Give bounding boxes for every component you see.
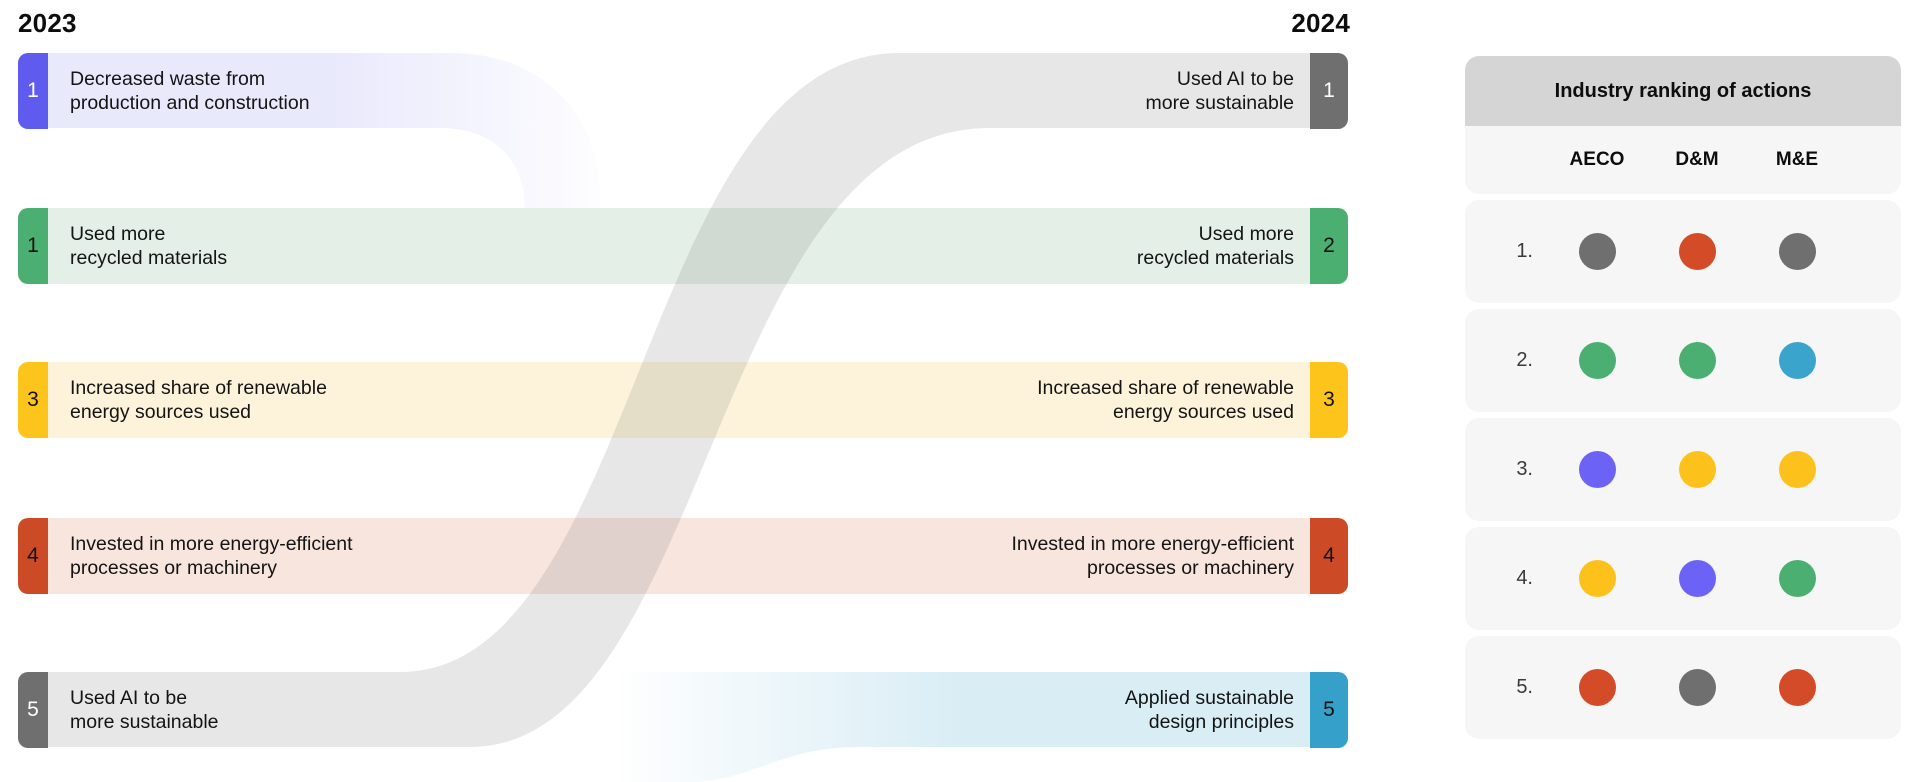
table-row: 4. xyxy=(1465,527,1901,630)
action-dot xyxy=(1778,451,1816,488)
industry-ranking-title: Industry ranking of actions xyxy=(1465,56,1901,126)
action-dot xyxy=(1678,451,1716,488)
flow-label-2023-renewable-energy: Increased share of renewable energy sour… xyxy=(70,377,327,423)
rank-number: 3. xyxy=(1516,458,1533,480)
table-row: 1. xyxy=(1465,200,1901,303)
action-dot xyxy=(1578,451,1616,488)
action-dot xyxy=(1778,342,1816,379)
action-dot xyxy=(1778,560,1816,597)
flow-label-2023-energy-efficient: Invested in more energy-efficient proces… xyxy=(70,533,353,579)
rank-number: 4. xyxy=(1516,567,1533,589)
year-label-2024: 2024 xyxy=(1291,8,1350,38)
ribbon-decreased-waste xyxy=(47,53,600,222)
ribbon-renewable-energy xyxy=(47,362,1310,438)
flow-label-2024-renewable-energy: Increased share of renewable energy sour… xyxy=(1037,377,1294,423)
flow-label-2023-used-ai: Used AI to be more sustainable xyxy=(70,687,219,733)
rank-badge-2024-energy-efficient: 4 xyxy=(1310,518,1348,594)
action-dot xyxy=(1678,342,1716,379)
rank-number: 5. xyxy=(1516,676,1533,698)
action-dot xyxy=(1578,669,1616,706)
rank-badge-2023-used-ai: 5 xyxy=(18,672,48,748)
action-dot xyxy=(1578,233,1616,270)
rank-badge-2024-sustainable-design: 5 xyxy=(1310,672,1348,748)
rank-badge-2024-renewable-energy: 3 xyxy=(1310,362,1348,438)
ribbon-recycled-materials xyxy=(47,208,1310,284)
rank-badge-2024-used-ai: 1 xyxy=(1310,53,1348,129)
ribbon-energy-efficient xyxy=(47,518,1310,594)
rank-number: 1. xyxy=(1516,240,1533,262)
flow-label-2023-recycled-materials: Used more recycled materials xyxy=(70,223,228,269)
action-dot xyxy=(1778,233,1816,270)
action-dot xyxy=(1578,342,1616,379)
flow-label-2024-recycled-materials: Used more recycled materials xyxy=(1136,223,1294,269)
column-header-dm: D&M xyxy=(1675,149,1719,170)
flow-label-2024-energy-efficient: Invested in more energy-efficient proces… xyxy=(1011,533,1294,579)
column-header-aeco: AECO xyxy=(1569,149,1625,170)
flow-label-2023-decreased-waste: Decreased waste from production and cons… xyxy=(70,68,310,114)
flow-label-2024-sustainable-design: Applied sustainable design principles xyxy=(1124,687,1294,733)
industry-ranking-table: Industry ranking of actions AECO D&M M&E… xyxy=(1465,56,1901,739)
action-dot xyxy=(1678,669,1716,706)
rank-badge-2023-decreased-waste: 1 xyxy=(18,53,48,129)
action-dot xyxy=(1678,560,1716,597)
rank-badge-2023-renewable-energy: 3 xyxy=(18,362,48,438)
action-dot xyxy=(1678,233,1716,270)
action-dot xyxy=(1578,560,1616,597)
flow-label-2024-used-ai: Used AI to be more sustainable xyxy=(1145,68,1295,114)
column-header-me: M&E xyxy=(1775,149,1819,170)
year-label-2023: 2023 xyxy=(18,8,77,38)
rank-badge-2023-recycled-materials: 1 xyxy=(18,208,48,284)
table-row: 2. xyxy=(1465,309,1901,412)
rank-number: 2. xyxy=(1516,349,1533,371)
industry-ranking-column-headers: AECO D&M M&E xyxy=(1465,126,1901,194)
ribbon-used-ai xyxy=(47,53,1310,747)
ribbon-sustainable-design xyxy=(618,672,1310,782)
table-row: 3. xyxy=(1465,418,1901,521)
rank-badge-2024-recycled-materials: 2 xyxy=(1310,208,1348,284)
table-row: 5. xyxy=(1465,636,1901,739)
action-dot xyxy=(1778,669,1816,706)
rank-badge-2023-energy-efficient: 4 xyxy=(18,518,48,594)
